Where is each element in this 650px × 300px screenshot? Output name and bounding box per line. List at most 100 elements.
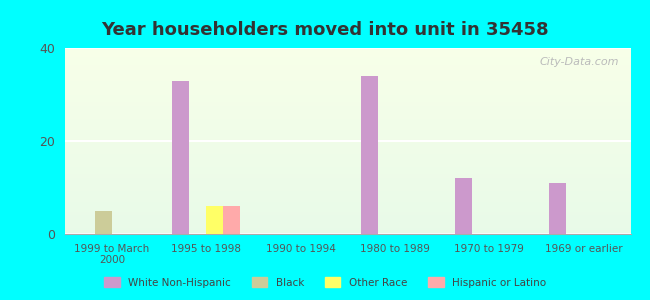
- Bar: [65, 113, 630, 115]
- Bar: [65, 186, 630, 188]
- Bar: [65, 126, 630, 128]
- Bar: [65, 191, 630, 193]
- Bar: [65, 68, 630, 70]
- Bar: [65, 180, 630, 182]
- Bar: [95, 211, 112, 234]
- Bar: [65, 217, 630, 219]
- Bar: [65, 152, 630, 154]
- Bar: [65, 208, 630, 210]
- Bar: [65, 182, 630, 184]
- Bar: [65, 74, 630, 76]
- Bar: [65, 215, 630, 217]
- Bar: [65, 161, 630, 163]
- Bar: [65, 200, 630, 202]
- Bar: [65, 175, 630, 176]
- Bar: [65, 110, 630, 111]
- Bar: [65, 50, 630, 52]
- Bar: [65, 132, 630, 134]
- Bar: [65, 158, 630, 160]
- Bar: [65, 72, 630, 74]
- Legend: White Non-Hispanic, Black, Other Race, Hispanic or Latino: White Non-Hispanic, Black, Other Race, H…: [100, 273, 550, 292]
- Bar: [65, 52, 630, 54]
- Bar: [65, 226, 630, 228]
- Bar: [65, 221, 630, 223]
- Bar: [65, 121, 630, 122]
- Bar: [65, 65, 630, 67]
- Bar: [65, 141, 630, 143]
- Bar: [65, 228, 630, 230]
- Bar: [65, 204, 630, 206]
- Bar: [65, 87, 630, 89]
- Bar: [65, 156, 630, 158]
- Bar: [65, 167, 630, 169]
- Bar: [65, 124, 630, 126]
- Bar: [224, 206, 240, 234]
- Bar: [65, 80, 630, 82]
- Bar: [65, 230, 630, 232]
- Bar: [65, 56, 630, 57]
- Bar: [65, 98, 630, 100]
- Bar: [65, 171, 630, 172]
- Bar: [65, 163, 630, 165]
- Bar: [65, 147, 630, 148]
- Bar: [65, 148, 630, 150]
- Bar: [65, 178, 630, 180]
- Bar: [65, 223, 630, 225]
- Bar: [65, 202, 630, 204]
- Bar: [65, 91, 630, 93]
- Bar: [65, 96, 630, 98]
- Bar: [65, 219, 630, 221]
- Bar: [549, 183, 566, 234]
- Bar: [65, 85, 630, 87]
- Bar: [65, 93, 630, 94]
- Bar: [65, 89, 630, 91]
- Bar: [65, 76, 630, 78]
- Bar: [65, 107, 630, 110]
- Bar: [65, 106, 630, 107]
- Bar: [65, 154, 630, 156]
- Bar: [65, 232, 630, 234]
- Bar: [65, 225, 630, 226]
- Bar: [65, 188, 630, 189]
- Bar: [65, 128, 630, 130]
- Bar: [65, 206, 630, 208]
- Bar: [65, 100, 630, 102]
- Bar: [65, 143, 630, 145]
- Bar: [207, 206, 224, 234]
- Bar: [65, 197, 630, 199]
- Bar: [65, 199, 630, 200]
- Bar: [65, 115, 630, 117]
- Bar: [65, 184, 630, 186]
- Bar: [65, 63, 630, 65]
- Bar: [65, 104, 630, 106]
- Bar: [65, 176, 630, 178]
- Bar: [65, 83, 630, 85]
- Bar: [65, 78, 630, 80]
- Bar: [65, 193, 630, 195]
- Bar: [65, 119, 630, 121]
- Bar: [65, 172, 630, 175]
- Bar: [65, 139, 630, 141]
- Bar: [65, 160, 630, 161]
- Bar: [65, 130, 630, 132]
- Bar: [65, 134, 630, 135]
- Bar: [65, 117, 630, 119]
- Bar: [65, 94, 630, 96]
- Bar: [65, 67, 630, 68]
- Bar: [65, 169, 630, 171]
- Bar: [65, 195, 630, 197]
- Text: City-Data.com: City-Data.com: [540, 57, 619, 67]
- Bar: [65, 189, 630, 191]
- Bar: [172, 80, 189, 234]
- Bar: [65, 145, 630, 147]
- Bar: [361, 76, 378, 234]
- Bar: [65, 135, 630, 137]
- Bar: [65, 70, 630, 72]
- Bar: [65, 102, 630, 104]
- Bar: [65, 122, 630, 124]
- Bar: [65, 214, 630, 215]
- Bar: [65, 61, 630, 63]
- Bar: [65, 54, 630, 56]
- Bar: [65, 210, 630, 212]
- Bar: [65, 111, 630, 113]
